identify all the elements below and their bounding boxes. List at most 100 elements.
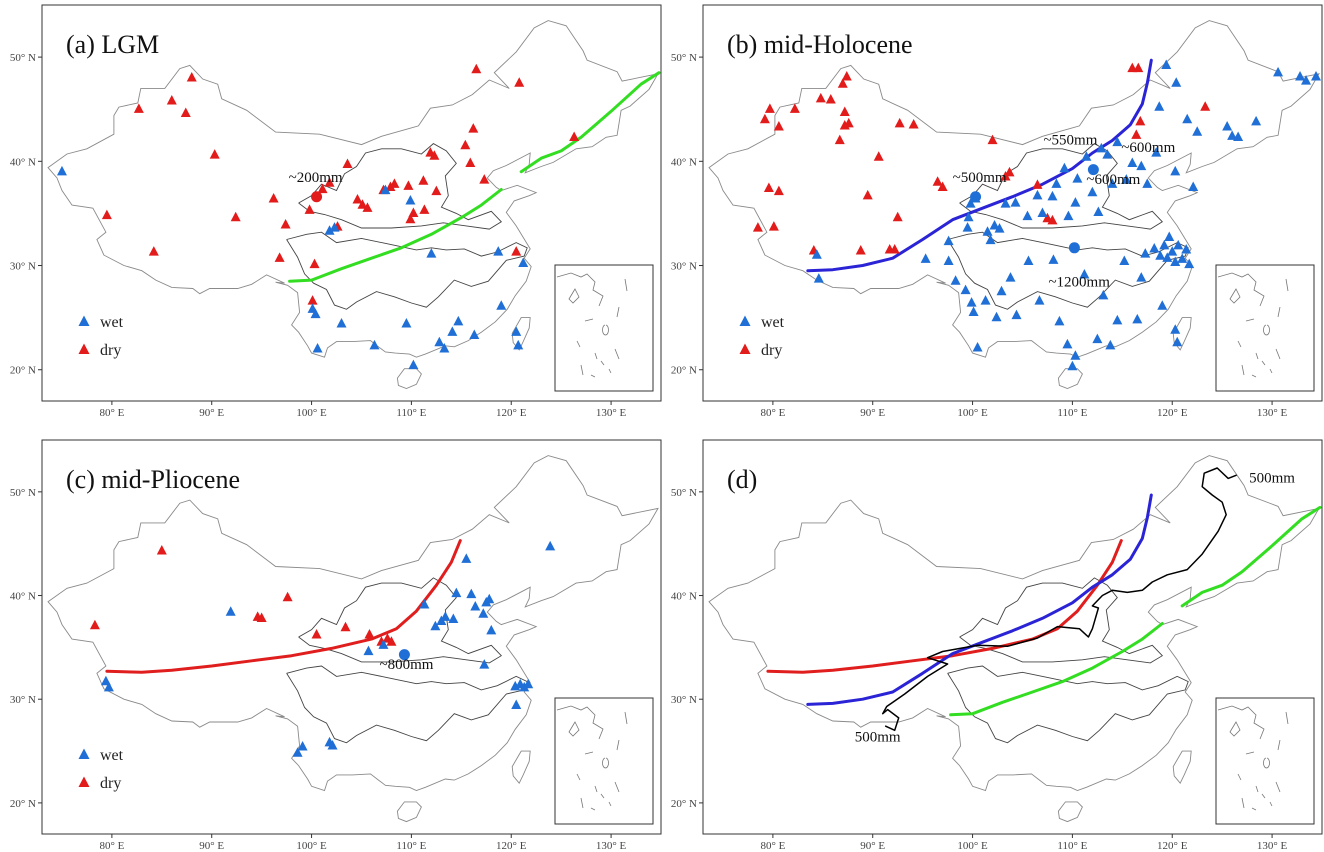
precipitation-annotation: ~200mm [289, 170, 343, 186]
wet-site-marker [1182, 113, 1193, 124]
panel-a-basemap: 80° E 90° E 100° E 110° E 120° E 130° E 20° N 3… [10, 4, 662, 419]
dry-site-marker [759, 113, 770, 124]
legend-dry-label: dry [761, 342, 782, 359]
wet-site-marker [1062, 338, 1073, 349]
x-tick-label: 90° E [860, 840, 885, 852]
panel-c-title: (c) mid-Pliocene [66, 465, 240, 494]
y-tick-label: 20° N [10, 365, 36, 377]
map-frame [702, 4, 1323, 402]
wet-site-marker [511, 699, 522, 710]
dry-site-marker [479, 174, 490, 184]
wet-site-marker [100, 675, 111, 686]
dry-site-marker [209, 149, 220, 159]
country-border [47, 455, 659, 792]
hainan-island [396, 801, 422, 823]
wet-site-marker [1273, 66, 1284, 77]
y-tick-label: 20° N [10, 798, 36, 810]
panel-d: 80° E 90° E 100° E 110° E 120° E 130° E 20° N 3… [671, 439, 1323, 852]
wet-site-marker [484, 593, 495, 604]
dry-site-marker [889, 244, 900, 254]
dry-site-marker [468, 123, 479, 133]
y-tick-label: 50° N [10, 52, 36, 64]
wet-site-marker [1155, 250, 1166, 260]
dry-site-marker [304, 204, 315, 214]
panel-a-legend: wet dry [78, 314, 124, 359]
x-tick-label: 80° E [760, 840, 785, 852]
dry-site-marker [340, 621, 351, 632]
dry-site-marker [841, 71, 852, 81]
y-tick-label: 50° N [671, 487, 697, 499]
dry-site-marker [894, 117, 905, 128]
panel-c-basemap: 80° E 90° E 100° E 110° E 120° E 130° E 20° N 3… [10, 439, 662, 852]
wet-site-marker [1188, 181, 1199, 191]
wet-site-marker [1233, 131, 1244, 141]
x-tick-label: 100° E [296, 840, 327, 852]
dry-site-marker [815, 92, 826, 103]
precipitation-annotation: 500mm [1249, 471, 1295, 487]
yellow-river-basin [959, 143, 1164, 230]
wet-site-marker [440, 611, 451, 621]
wet-site-marker [426, 248, 437, 258]
dry-site-marker [311, 629, 322, 639]
x-tick-label: 110° E [396, 407, 426, 419]
blue-boundary-line [806, 493, 1153, 706]
dry-site-marker [282, 591, 293, 602]
dry-site-marker [460, 139, 471, 150]
y-tick-label: 20° N [671, 798, 697, 810]
wet-site-marker [1054, 315, 1065, 326]
dry-site-marker [908, 118, 919, 129]
dry-site-marker [1200, 101, 1211, 111]
legend-dry-marker [739, 343, 751, 354]
wet-site-marker [1107, 178, 1118, 188]
wet-site-marker [1154, 101, 1165, 111]
wet-site-marker [1112, 314, 1123, 325]
panel-d-annotations: 500mm 500mm [855, 471, 1296, 746]
dry-site-marker [1047, 214, 1058, 225]
wet-reference-dot [398, 649, 410, 661]
country-border [708, 455, 1320, 792]
wet-site-marker [401, 317, 412, 328]
wet-site-marker [1105, 339, 1116, 350]
dry-site-marker [1032, 179, 1043, 189]
wet-site-marker [1159, 239, 1170, 250]
panel-c: 80° E 90° E 100° E 110° E 120° E 130° E 20° N 3… [10, 439, 662, 852]
hainan-island [1057, 368, 1083, 389]
panel-c-legend: wet dry [78, 747, 124, 792]
wet-site-marker [1000, 198, 1011, 208]
dry-site-marker [256, 612, 267, 622]
yangtze-river-basin [947, 665, 1189, 744]
green-boundary-line [288, 188, 503, 283]
dry-site-marker [1135, 115, 1146, 126]
wet-site-marker [419, 598, 430, 609]
wet-site-marker [1251, 115, 1262, 126]
dry-site-marker [569, 131, 580, 141]
map-content [708, 20, 1320, 389]
wet-site-marker [378, 639, 389, 649]
wet-site-marker [405, 195, 416, 205]
wet-site-marker [1079, 269, 1090, 279]
wet-site-marker [950, 275, 961, 285]
wet-site-marker [545, 540, 556, 551]
wet-site-marker [439, 343, 450, 353]
hainan-island [396, 368, 422, 389]
wet-site-marker [1067, 360, 1078, 371]
dry-site-marker [274, 252, 285, 262]
wet-site-marker [966, 297, 977, 307]
wet-site-marker [56, 165, 67, 176]
wet-site-marker [470, 601, 481, 611]
dry-site-marker [364, 629, 375, 639]
dry-reference-dot [311, 191, 323, 203]
yellow-river-basin [298, 577, 503, 664]
x-tick-label: 130° E [596, 840, 627, 852]
wet-site-marker [962, 222, 973, 232]
wet-site-marker [1140, 248, 1151, 258]
dry-site-marker [773, 121, 784, 131]
x-tick-label: 100° E [957, 840, 988, 852]
panel-c-lines [105, 539, 462, 674]
y-tick-label: 40° N [671, 156, 697, 168]
yellow-river-basin [298, 143, 503, 230]
wet-site-marker [1170, 324, 1181, 334]
wet-site-marker [1081, 151, 1092, 161]
wet-site-marker [496, 300, 507, 310]
dry-site-marker [268, 192, 279, 203]
